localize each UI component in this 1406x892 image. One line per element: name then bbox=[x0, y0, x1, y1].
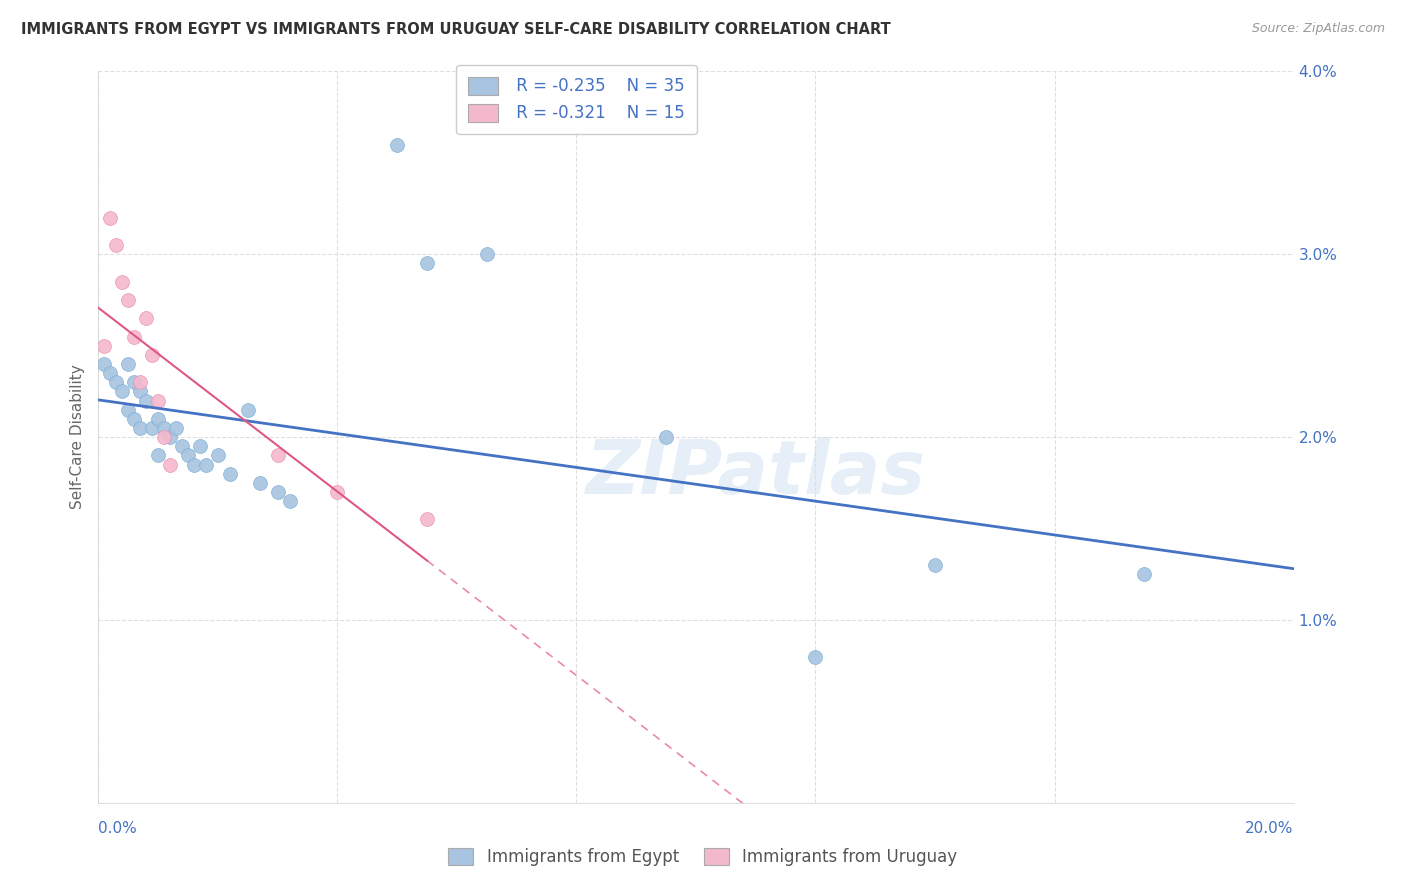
Point bbox=[207, 449, 229, 463]
Point bbox=[475, 247, 498, 261]
Legend:  R = -0.235    N = 35,  R = -0.321    N = 15: R = -0.235 N = 35, R = -0.321 N = 15 bbox=[457, 65, 696, 134]
Point bbox=[219, 467, 242, 481]
Point bbox=[93, 357, 115, 371]
Point bbox=[124, 376, 146, 390]
Text: IMMIGRANTS FROM EGYPT VS IMMIGRANTS FROM URUGUAY SELF-CARE DISABILITY CORRELATIO: IMMIGRANTS FROM EGYPT VS IMMIGRANTS FROM… bbox=[21, 22, 891, 37]
Point bbox=[385, 137, 409, 152]
Point bbox=[416, 512, 439, 526]
Point bbox=[141, 421, 163, 435]
Text: ZIPatlas: ZIPatlas bbox=[586, 437, 925, 510]
Point bbox=[129, 376, 152, 390]
Text: 0.0%: 0.0% bbox=[98, 821, 138, 836]
Point bbox=[249, 475, 271, 490]
Point bbox=[148, 412, 170, 426]
Text: Source: ZipAtlas.com: Source: ZipAtlas.com bbox=[1251, 22, 1385, 36]
Text: 20.0%: 20.0% bbox=[1246, 821, 1294, 836]
Point bbox=[177, 449, 200, 463]
Point bbox=[1133, 567, 1156, 582]
Point bbox=[148, 393, 170, 408]
Y-axis label: Self-Care Disability: Self-Care Disability bbox=[69, 365, 84, 509]
Legend: Immigrants from Egypt, Immigrants from Uruguay: Immigrants from Egypt, Immigrants from U… bbox=[440, 840, 966, 875]
Point bbox=[105, 238, 128, 252]
Point bbox=[195, 458, 218, 472]
Point bbox=[159, 458, 181, 472]
Point bbox=[93, 338, 115, 352]
Point bbox=[135, 311, 157, 326]
Point bbox=[267, 485, 290, 500]
Point bbox=[129, 384, 152, 399]
Point bbox=[924, 558, 946, 573]
Point bbox=[165, 421, 187, 435]
Point bbox=[148, 449, 170, 463]
Point bbox=[124, 329, 146, 343]
Point bbox=[278, 494, 301, 508]
Point bbox=[111, 275, 134, 289]
Point bbox=[326, 485, 349, 500]
Point bbox=[172, 439, 194, 453]
Point bbox=[416, 256, 439, 270]
Point bbox=[117, 402, 139, 417]
Point bbox=[267, 449, 290, 463]
Point bbox=[183, 458, 205, 472]
Point bbox=[98, 211, 122, 225]
Point bbox=[129, 421, 152, 435]
Point bbox=[159, 430, 181, 444]
Point bbox=[117, 293, 139, 307]
Point bbox=[153, 421, 176, 435]
Point bbox=[655, 430, 678, 444]
Point bbox=[117, 357, 139, 371]
Point bbox=[105, 376, 128, 390]
Point bbox=[124, 412, 146, 426]
Point bbox=[804, 649, 827, 664]
Point bbox=[236, 402, 259, 417]
Point bbox=[98, 366, 122, 380]
Point bbox=[111, 384, 134, 399]
Point bbox=[153, 430, 176, 444]
Point bbox=[141, 348, 163, 362]
Point bbox=[135, 393, 157, 408]
Point bbox=[188, 439, 211, 453]
